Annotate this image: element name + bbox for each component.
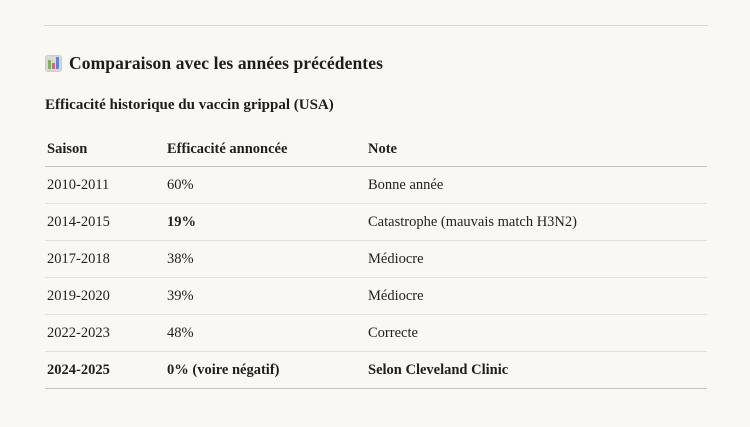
table-row: 2010-2011 60% Bonne année (45, 167, 707, 204)
section-header: Comparaison avec les années précédentes (45, 53, 383, 74)
note-cell: Médiocre (368, 250, 424, 267)
efficacy-cell: 0% (voire négatif) (167, 361, 280, 378)
bar-chart-icon (45, 55, 62, 72)
column-header-note: Note (368, 141, 397, 157)
table-row: 2022-2023 48% Correcte (45, 315, 707, 352)
season-cell: 2019-2020 (47, 287, 110, 304)
column-header-saison: Saison (47, 141, 88, 157)
table-subtitle: Efficacité historique du vaccin grippal … (45, 97, 334, 113)
season-cell: 2010-2011 (47, 176, 110, 193)
table-row: 2019-2020 39% Médiocre (45, 278, 707, 315)
table-row: 2014-2015 19% Catastrophe (mauvais match… (45, 204, 707, 241)
column-header-efficacite: Efficacité annoncée (167, 141, 288, 157)
efficacy-cell: 39% (167, 287, 194, 304)
season-cell: 2022-2023 (47, 324, 110, 341)
table-row: 2024-2025 0% (voire négatif) Selon Cleve… (45, 352, 707, 389)
efficacy-cell: 48% (167, 324, 194, 341)
note-cell: Selon Cleveland Clinic (368, 361, 509, 378)
season-cell: 2014-2015 (47, 213, 110, 230)
efficacy-table: Saison Efficacité annoncée Note 2010-201… (45, 133, 707, 389)
efficacy-cell: 38% (167, 250, 194, 267)
efficacy-cell: 60% (167, 176, 194, 193)
table-row: 2017-2018 38% Médiocre (45, 241, 707, 278)
note-cell: Catastrophe (mauvais match H3N2) (368, 213, 577, 230)
note-cell: Bonne année (368, 176, 444, 193)
season-cell: 2024-2025 (47, 361, 110, 378)
section-divider (44, 25, 708, 26)
efficacy-cell: 19% (167, 213, 196, 230)
section-title: Comparaison avec les années précédentes (69, 53, 383, 73)
note-cell: Médiocre (368, 287, 424, 304)
table-header-row: Saison Efficacité annoncée Note (45, 133, 707, 167)
note-cell: Correcte (368, 324, 418, 341)
season-cell: 2017-2018 (47, 250, 110, 267)
